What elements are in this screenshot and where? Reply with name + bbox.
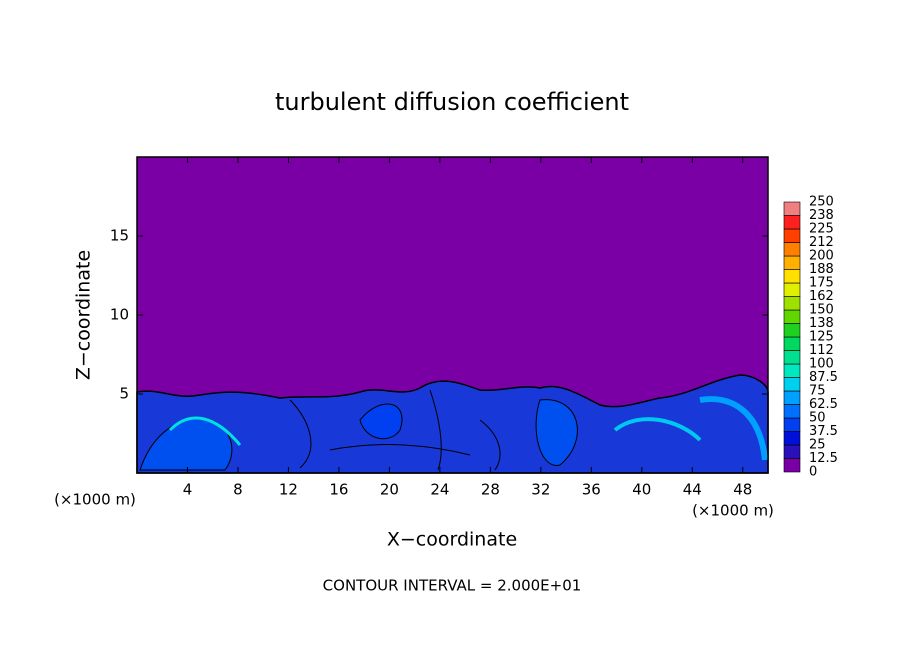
streak (699, 396, 768, 461)
colorbar-label: 138 (809, 316, 834, 331)
colorbar-label: 100 (809, 357, 834, 372)
x-tick-label: 8 (233, 481, 243, 499)
x-tick-label: 40 (632, 481, 651, 499)
colorbar-swatch (783, 431, 801, 446)
x-tick-label: 20 (380, 481, 399, 499)
colorbar-label: 87.5 (809, 370, 838, 385)
x-tick-label: 32 (531, 481, 550, 499)
x-unit-label: (×1000 m) (54, 491, 136, 509)
colorbar-swatch (783, 228, 801, 243)
annotation: CONTOUR INTERVAL = 2.000E+01 (323, 577, 582, 595)
y-tick-label: 5 (119, 385, 129, 403)
colorbar-swatch (783, 201, 801, 216)
colorbar-swatch (783, 458, 801, 473)
streak (168, 416, 242, 446)
colorbar-label: 62.5 (809, 397, 838, 412)
colorbar-label: 225 (809, 222, 834, 237)
y-tick-label: 10 (110, 306, 129, 324)
colorbar-swatch (783, 309, 801, 324)
colorbar-label: 112 (809, 343, 834, 358)
colorbar-swatch (783, 336, 801, 351)
colorbar-label: 150 (809, 303, 834, 318)
x-tick-label: 16 (329, 481, 348, 499)
colorbar-label: 50 (809, 411, 826, 426)
x-tick-label: 36 (582, 481, 601, 499)
field (136, 157, 769, 474)
colorbar-label: 212 (809, 235, 834, 250)
colorbar-swatch (783, 255, 801, 270)
contour-line (289, 399, 312, 469)
colorbar-label: 25 (809, 438, 826, 453)
colorbar-swatch (783, 215, 801, 230)
colorbar-swatch (783, 350, 801, 365)
colorbar-label: 188 (809, 262, 834, 277)
colorbar-label: 200 (809, 249, 834, 264)
contour-line (429, 389, 442, 471)
colorbar-label: 12.5 (809, 451, 838, 466)
turbulent-layer (136, 374, 769, 474)
x-tick-label: 12 (279, 481, 298, 499)
colorbar-label: 238 (809, 208, 834, 223)
x-unit-label: (×1000 m) (692, 502, 774, 520)
colorbar-swatch (783, 323, 801, 338)
colorbar-swatch (783, 363, 801, 378)
contour-line (479, 419, 501, 471)
x-tick-label: 44 (683, 481, 702, 499)
colorbar-label: 250 (809, 195, 834, 210)
colorbar-label: 162 (809, 289, 834, 304)
colorbar-swatch (783, 242, 801, 257)
colorbar-swatch (783, 269, 801, 284)
colorbar-swatch (783, 296, 801, 311)
colorbar-swatch (783, 444, 801, 459)
colorbar-swatch (783, 282, 801, 297)
colorbar-swatch (783, 390, 801, 405)
y-tick-label: 15 (110, 227, 129, 245)
x-tick-label: 48 (733, 481, 752, 499)
chart-title: turbulent diffusion coefficient (275, 88, 629, 116)
x-tick-label: 28 (481, 481, 500, 499)
colorbar-label: 37.5 (809, 424, 838, 439)
x-tick-label: 24 (430, 481, 449, 499)
colorbar-label: 0 (809, 465, 817, 480)
streak (613, 417, 702, 442)
colorbar-swatch (783, 404, 801, 419)
contour-line (329, 444, 471, 456)
colorbar-swatch (783, 417, 801, 432)
colorbar-label: 75 (809, 384, 826, 399)
colorbar-label: 175 (809, 276, 834, 291)
colorbar-swatch (783, 377, 801, 392)
eddy (535, 399, 578, 466)
y-axis-title: Z−coordinate (73, 250, 95, 380)
colorbar-label: 125 (809, 330, 834, 345)
x-axis-title: X−coordinate (387, 529, 517, 551)
x-tick-label: 4 (183, 481, 193, 499)
eddy (359, 403, 403, 440)
